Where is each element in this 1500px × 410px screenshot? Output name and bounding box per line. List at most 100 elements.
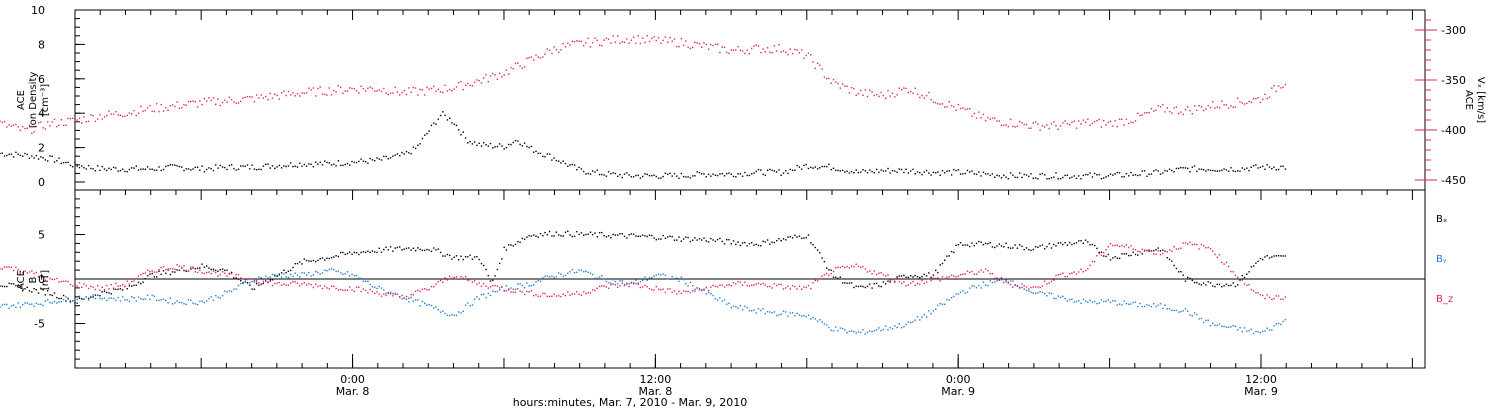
- by-point: [228, 290, 231, 292]
- bz-point: [635, 282, 637, 285]
- velocity-point: [121, 115, 124, 118]
- density-point: [957, 169, 960, 171]
- bz-point: [1096, 255, 1098, 257]
- density-point: [487, 145, 489, 147]
- bx-point: [412, 247, 414, 249]
- by-point: [276, 274, 278, 277]
- velocity-point: [776, 50, 778, 52]
- density-point: [807, 167, 810, 170]
- density-point: [69, 164, 72, 167]
- by-point: [1121, 304, 1123, 306]
- velocity-point: [165, 107, 167, 109]
- velocity-point: [1175, 106, 1178, 108]
- velocity-point: [342, 92, 344, 94]
- bz-point: [67, 280, 69, 283]
- bz-point: [1128, 246, 1130, 249]
- bx-point: [930, 276, 932, 279]
- density-point: [719, 173, 721, 175]
- bz-point: [315, 283, 317, 285]
- bz-point: [1132, 248, 1134, 250]
- bx-point: [394, 247, 396, 249]
- bz-point: [523, 293, 526, 296]
- top-ylabel-2: Ion Density: [28, 72, 39, 129]
- bz-point: [192, 266, 194, 268]
- density-point: [1159, 173, 1162, 175]
- bz-point: [106, 284, 108, 287]
- bx-point: [364, 251, 367, 254]
- velocity-point: [935, 101, 937, 104]
- bx-point: [330, 257, 333, 259]
- density-point: [265, 163, 267, 165]
- velocity-point: [680, 38, 682, 40]
- density-point: [156, 169, 158, 171]
- bz-point: [567, 291, 569, 293]
- velocity-point: [673, 38, 676, 40]
- bz-point: [469, 279, 471, 281]
- bz-point: [780, 283, 782, 286]
- density-point: [144, 168, 146, 170]
- velocity-point: [787, 54, 789, 56]
- density-point: [1225, 169, 1228, 171]
- by-point: [87, 299, 90, 301]
- density-point: [801, 168, 803, 170]
- density-point: [569, 164, 571, 166]
- bx-point: [1277, 255, 1280, 257]
- bx-point: [99, 295, 101, 297]
- by-point: [655, 274, 657, 276]
- velocity-point: [378, 89, 380, 91]
- density-point: [871, 170, 873, 173]
- bz-point: [319, 285, 321, 287]
- velocity-point: [58, 124, 60, 126]
- density-point: [1280, 165, 1282, 168]
- density-point: [3, 155, 6, 157]
- bz-point: [1250, 289, 1252, 291]
- by-point: [1073, 301, 1075, 303]
- by-point: [716, 299, 719, 301]
- bx-point: [355, 252, 358, 254]
- density-point: [603, 174, 605, 176]
- density-point: [53, 161, 56, 163]
- bx-point: [882, 281, 885, 283]
- velocity-point: [701, 46, 703, 48]
- density-point: [1178, 167, 1180, 170]
- by-point: [153, 295, 156, 297]
- bx-point: [1232, 282, 1234, 284]
- bx-point: [519, 241, 521, 243]
- density-point: [766, 169, 769, 171]
- by-point: [601, 275, 603, 277]
- bx-point: [1178, 271, 1180, 273]
- density-point: [721, 173, 723, 175]
- bx-point: [544, 231, 546, 234]
- by-point: [744, 305, 746, 307]
- density-point: [496, 145, 499, 148]
- density-point: [564, 162, 567, 165]
- velocity-point: [826, 77, 828, 80]
- by-point: [169, 297, 171, 299]
- velocity-point: [305, 92, 308, 94]
- by-point: [801, 315, 803, 317]
- bx-point: [885, 283, 887, 285]
- density-point: [646, 173, 648, 176]
- bz-point: [919, 283, 921, 285]
- by-point: [424, 302, 426, 304]
- by-point: [810, 318, 812, 320]
- density-point: [601, 173, 603, 176]
- density-point: [128, 168, 131, 171]
- density-point: [1189, 171, 1191, 173]
- by-point: [1212, 322, 1214, 325]
- bz-point: [103, 288, 106, 291]
- density-point: [623, 173, 626, 175]
- velocity-point: [832, 78, 835, 81]
- bz-point: [689, 291, 692, 294]
- density-point: [1130, 171, 1132, 174]
- density-point: [1032, 177, 1034, 179]
- bz-point: [644, 284, 646, 287]
- by-point: [841, 327, 844, 330]
- by-point: [982, 281, 985, 283]
- bx-point: [299, 261, 301, 263]
- bz-point: [605, 286, 608, 288]
- by-point: [249, 282, 251, 284]
- density-point: [787, 172, 789, 175]
- velocity-point: [1139, 114, 1141, 117]
- bx-point: [573, 235, 576, 238]
